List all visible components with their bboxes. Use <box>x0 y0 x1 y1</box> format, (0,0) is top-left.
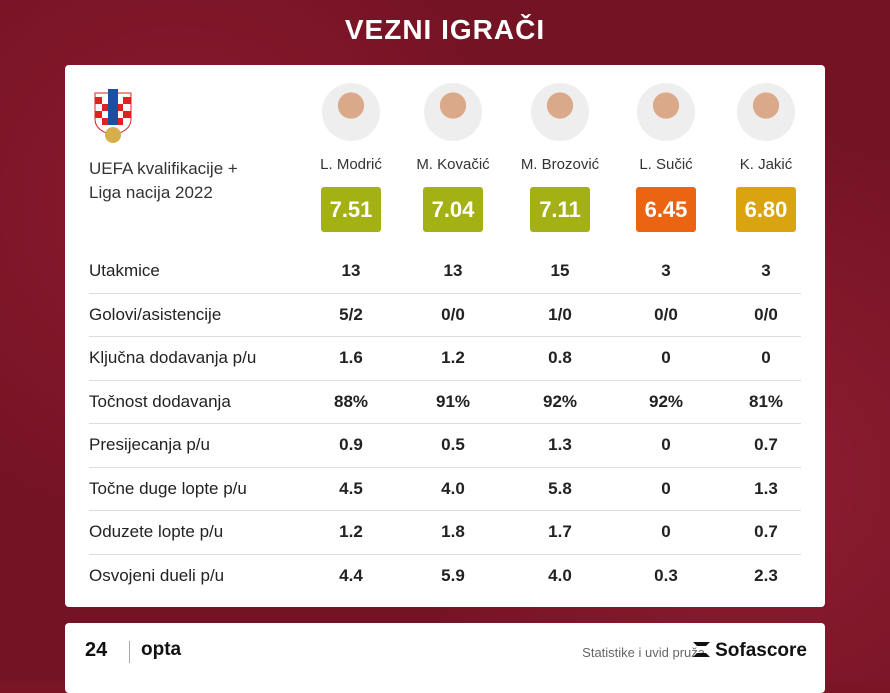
player-name: L. Modrić <box>320 156 382 173</box>
stat-row: Točne duge lopte p/u 4.5 4.0 5.8 0 1.3 <box>89 468 801 511</box>
stat-value: 13 <box>443 261 463 281</box>
stat-value: 5.8 <box>548 478 572 498</box>
stat-label: Ključna dodavanja p/u <box>89 348 257 368</box>
stat-value: 1.8 <box>441 522 465 542</box>
stat-row: Oduzete lopte p/u 1.2 1.8 1.7 0 0.7 <box>89 511 801 555</box>
stat-label: Presijecanja p/u <box>89 435 210 455</box>
stat-value: 92% <box>542 391 578 411</box>
credit-text: Statistike i uvid pruža <box>582 645 705 660</box>
stat-value: 3 <box>661 261 671 281</box>
stat-value: 2.3 <box>754 566 778 586</box>
stat-value: 4.5 <box>339 478 363 498</box>
stat-label: Golovi/asistencije <box>89 304 222 324</box>
stat-value: 1.2 <box>339 522 363 542</box>
stat-value: 81% <box>748 391 784 411</box>
stat-value: 1/0 <box>548 304 572 324</box>
player-avatar <box>637 83 695 141</box>
stat-value: 0.8 <box>548 348 572 368</box>
player-column: M. Brozović 7.11 <box>510 83 610 232</box>
stat-value: 0 <box>661 348 671 368</box>
stat-value: 88% <box>333 391 369 411</box>
stat-row: Osvojeni dueli p/u 4.4 5.9 4.0 0.3 2.3 <box>89 555 801 599</box>
stat-value: 5.9 <box>441 566 465 586</box>
player-rating-badge: 7.11 <box>530 187 590 232</box>
player-rating-badge: 7.51 <box>321 187 381 232</box>
stat-value: 0 <box>761 348 771 368</box>
stat-value: 0.7 <box>754 435 778 455</box>
stat-value: 92% <box>648 391 684 411</box>
stat-value: 0 <box>661 522 671 542</box>
competition-line-2: Liga nacija 2022 <box>89 183 213 202</box>
competition-label: UEFA kvalifikacije + Liga nacija 2022 <box>89 157 289 205</box>
stat-row: Presijecanja p/u 0.9 0.5 1.3 0 0.7 <box>89 424 801 468</box>
player-name: M. Brozović <box>520 156 600 173</box>
stat-row: Točnost dodavanja 88% 91% 92% 92% 81% <box>89 381 801 424</box>
stat-value: 1.7 <box>548 522 572 542</box>
stat-value: 0/0 <box>754 304 778 324</box>
player-avatar <box>424 83 482 141</box>
sofascore-icon <box>693 642 711 657</box>
player-avatar <box>322 83 380 141</box>
player-rating-badge: 6.80 <box>736 187 796 232</box>
stat-value: 0 <box>661 435 671 455</box>
player-name: K. Jakić <box>739 156 793 173</box>
player-column: L. Sučić 6.45 <box>616 83 716 232</box>
stat-row: Golovi/asistencije 5/2 0/0 1/0 0/0 0/0 <box>89 294 801 337</box>
stat-value: 4.4 <box>339 566 363 586</box>
divider <box>129 641 130 663</box>
stat-value: 15 <box>550 261 570 281</box>
page-title: VEZNI IGRAČI <box>344 14 546 45</box>
stat-value: 91% <box>435 391 471 411</box>
stat-value: 0/0 <box>441 304 465 324</box>
stat-value: 0.9 <box>339 435 363 455</box>
player-avatar <box>737 83 795 141</box>
stat-value: 1.3 <box>754 478 778 498</box>
player-column: K. Jakić 6.80 <box>716 83 816 232</box>
opta-logo: opta <box>141 639 182 660</box>
stat-value: 0 <box>661 478 671 498</box>
player-column: L. Modrić 7.51 <box>301 83 401 232</box>
stat-label: Točnost dodavanja <box>89 391 231 411</box>
stat-value: 0.3 <box>654 566 678 586</box>
stat-value: 4.0 <box>441 478 465 498</box>
footer: 24 opta Statistike i uvid pruža Sofascor… <box>65 623 825 693</box>
stat-value: 1.6 <box>339 348 363 368</box>
player-name: L. Sučić <box>639 156 693 173</box>
stat-value: 0/0 <box>654 304 678 324</box>
stat-value: 4.0 <box>548 566 572 586</box>
sofascore-text: Sofascore <box>715 640 807 661</box>
stat-value: 3 <box>761 261 771 281</box>
hns-crest-logo <box>94 89 132 143</box>
sofascore-logo: Sofascore <box>693 640 807 662</box>
stats-card: UEFA kvalifikacije + Liga nacija 2022 L.… <box>65 65 825 607</box>
stat-label: Točne duge lopte p/u <box>89 478 247 498</box>
player-avatar <box>531 83 589 141</box>
competition-line-1: UEFA kvalifikacije + <box>89 159 238 178</box>
stat-value: 5/2 <box>339 304 363 324</box>
24sata-logo: 24 <box>85 639 108 661</box>
player-name: M. Kovačić <box>416 156 490 173</box>
stats-table: Utakmice 13 13 15 3 3 Golovi/asistencije 5/2 0/0… <box>89 250 801 598</box>
stat-value: 0.7 <box>754 522 778 542</box>
stat-row: Utakmice 13 13 15 3 3 <box>89 250 801 294</box>
stat-row: Ključna dodavanja p/u 1.6 1.2 0.8 0 0 <box>89 337 801 381</box>
stat-value: 13 <box>341 261 361 281</box>
stat-label: Utakmice <box>89 261 160 281</box>
player-column: M. Kovačić 7.04 <box>403 83 503 232</box>
stat-value: 1.3 <box>548 435 572 455</box>
player-rating-badge: 7.04 <box>423 187 483 232</box>
stat-value: 0.5 <box>441 435 465 455</box>
stat-value: 1.2 <box>441 348 465 368</box>
player-rating-badge: 6.45 <box>636 187 696 232</box>
stat-label: Osvojeni dueli p/u <box>89 566 225 586</box>
stat-label: Oduzete lopte p/u <box>89 522 224 542</box>
